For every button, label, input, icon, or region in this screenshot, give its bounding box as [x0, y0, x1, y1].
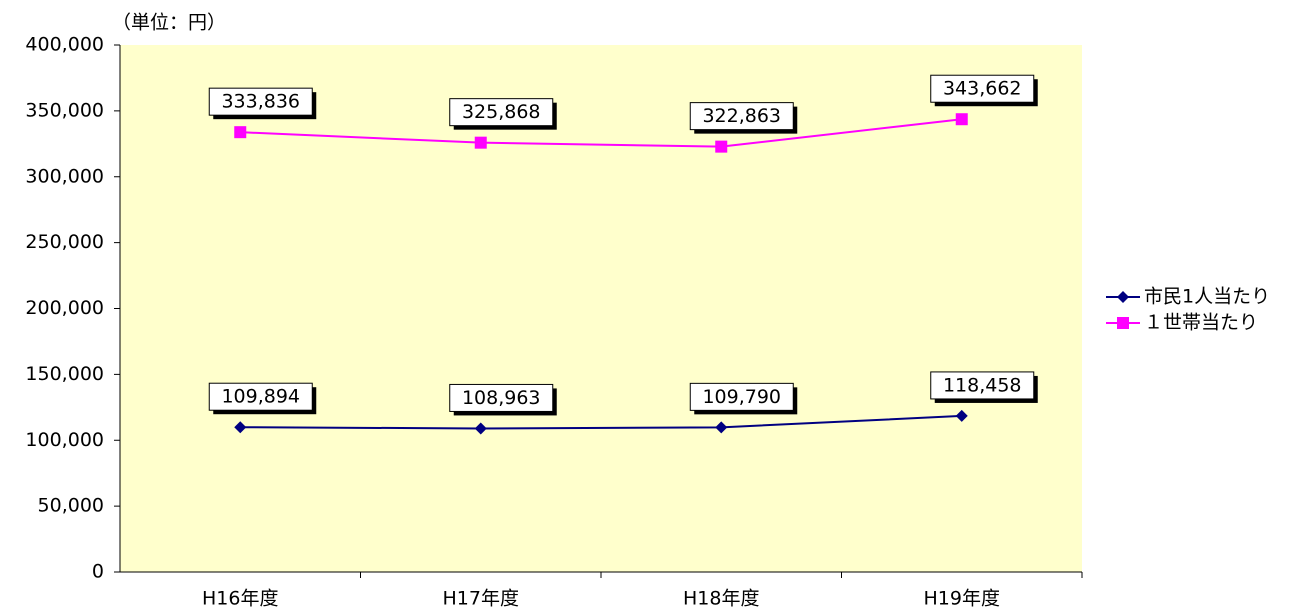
x-tick-label: H19年度	[924, 588, 1000, 608]
y-tick-label: 100,000	[25, 429, 104, 451]
point	[234, 126, 247, 139]
legend-marker	[1117, 291, 1129, 303]
label-box	[208, 87, 313, 116]
label-box	[449, 383, 554, 412]
point	[955, 409, 968, 422]
data-label: 333,836	[221, 91, 300, 113]
series-line	[240, 118, 962, 148]
data-label: 343,662	[943, 78, 1022, 100]
y-tick-label: 400,000	[25, 34, 104, 56]
label-box	[689, 102, 794, 131]
y-tick-label: 250,000	[25, 231, 104, 253]
legend-label: 市民1人当たり	[1144, 286, 1270, 308]
data-label: 109,894	[221, 386, 300, 408]
point	[474, 136, 487, 149]
data-label: 325,868	[462, 101, 541, 123]
point	[715, 421, 728, 434]
data-label: 118,458	[943, 374, 1022, 396]
x-tick-label: H17年度	[443, 588, 519, 608]
y-tick-label: 200,000	[25, 297, 104, 319]
y-tick-label: 300,000	[25, 165, 104, 187]
legend-marker	[1117, 317, 1129, 329]
legend-label: １世帯当たり	[1144, 312, 1258, 334]
y-tick-label: 350,000	[25, 99, 104, 121]
unit-label: （単位：円）	[112, 12, 226, 34]
label-box	[930, 371, 1035, 400]
x-tick-label: H18年度	[683, 588, 759, 608]
series-line	[240, 414, 962, 430]
label-box	[208, 382, 313, 411]
data-label: 322,863	[702, 105, 781, 127]
point	[715, 140, 728, 153]
label-box	[689, 382, 794, 411]
x-tick-label: H16年度	[202, 588, 278, 608]
point	[955, 113, 968, 126]
data-label: 108,963	[462, 387, 541, 409]
data-label: 109,790	[702, 386, 781, 408]
point	[474, 422, 487, 435]
y-tick-label: 0	[92, 561, 104, 583]
plot-area	[120, 45, 1082, 572]
point	[234, 421, 247, 434]
label-box	[449, 98, 554, 127]
y-tick-label: 50,000	[38, 495, 104, 517]
label-box	[930, 74, 1035, 103]
y-tick-label: 150,000	[25, 363, 104, 385]
